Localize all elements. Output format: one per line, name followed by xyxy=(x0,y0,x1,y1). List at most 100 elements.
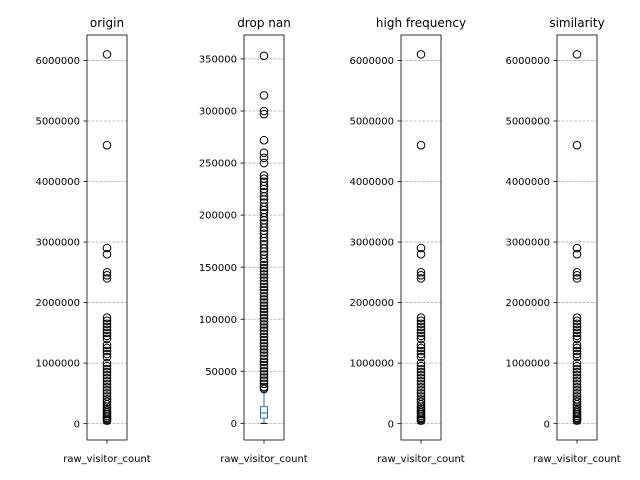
outlier-point xyxy=(572,364,582,374)
outlier-point xyxy=(259,345,269,354)
x-tick-label: raw_visitor_count xyxy=(63,454,151,465)
outlier-point xyxy=(416,340,426,350)
outlier-point xyxy=(259,276,269,286)
subplot-title: high frequency xyxy=(376,16,466,30)
outlier-point xyxy=(259,366,269,376)
outlier-point xyxy=(572,361,582,371)
y-tick-label: 4000000 xyxy=(505,177,550,188)
outlier-point xyxy=(259,260,269,270)
outlier-point xyxy=(259,223,269,232)
y-tick-label: 0 xyxy=(231,419,237,430)
outlier-point xyxy=(259,292,269,301)
y-tick-label: 6000000 xyxy=(505,56,550,67)
outlier-point xyxy=(572,383,582,392)
subplot-3: 0 1000000 2000000 3000000 4000000 5000000 6000… xyxy=(349,16,466,465)
outlier-point xyxy=(102,343,112,353)
outlier-point xyxy=(102,386,112,395)
outlier-point xyxy=(572,397,582,407)
outlier-point xyxy=(102,361,112,371)
outlier-point xyxy=(416,140,426,150)
outlier-point xyxy=(572,322,582,332)
outlier-point xyxy=(416,274,426,283)
y-tick-label: 6000000 xyxy=(349,56,394,67)
outlier-point xyxy=(416,367,426,377)
x-tick-label: raw_visitor_count xyxy=(220,454,308,465)
y-tick-label: 200000 xyxy=(199,211,237,222)
outlier-point xyxy=(572,140,582,150)
subplot-title: drop nan xyxy=(237,16,291,30)
outlier-point xyxy=(259,282,269,292)
outlier-point xyxy=(259,273,269,282)
outlier-point xyxy=(416,380,426,389)
outlier-point xyxy=(259,335,269,345)
outlier-point xyxy=(259,338,269,348)
outlier-point xyxy=(259,181,269,191)
y-tick-label: 0 xyxy=(388,419,394,430)
outlier-point xyxy=(259,307,269,317)
outlier-point xyxy=(416,416,426,425)
outlier-point xyxy=(102,416,112,425)
outlier-point xyxy=(102,364,112,374)
outlier-point xyxy=(259,332,269,342)
outlier-point xyxy=(572,386,582,395)
y-tick-label: 300000 xyxy=(199,107,237,118)
outlier-point xyxy=(259,254,269,264)
outlier-point xyxy=(572,50,582,59)
outlier-point xyxy=(259,382,269,392)
outlier-point xyxy=(259,192,269,201)
outlier-point xyxy=(416,361,426,371)
outlier-point xyxy=(259,348,269,357)
y-tick-label: 4000000 xyxy=(349,177,394,188)
outlier-point xyxy=(102,274,112,283)
outlier-point xyxy=(416,343,426,353)
outlier-point xyxy=(416,334,426,344)
outlier-point xyxy=(259,212,269,222)
outlier-point xyxy=(572,389,582,398)
outlier-point xyxy=(102,380,112,389)
outlier-point xyxy=(102,370,112,380)
outlier-point xyxy=(416,319,426,329)
y-tick-label: 5000000 xyxy=(505,117,550,128)
y-tick-label: 3000000 xyxy=(35,238,80,249)
outlier-point xyxy=(102,334,112,344)
outlier-point xyxy=(102,140,112,150)
subplot-title: similarity xyxy=(549,16,604,30)
outlier-point xyxy=(102,249,112,259)
outlier-point xyxy=(572,380,582,389)
outlier-point xyxy=(572,328,582,338)
outlier-point xyxy=(102,397,112,407)
outlier-point xyxy=(416,364,426,374)
outlier-point xyxy=(572,373,582,383)
outlier-point xyxy=(416,376,426,386)
outlier-point xyxy=(102,346,112,356)
outlier-point xyxy=(259,153,269,163)
outlier-point xyxy=(102,319,112,329)
outlier-point xyxy=(572,346,582,356)
outlier-point xyxy=(259,317,269,326)
outlier-point xyxy=(416,349,426,359)
y-tick-label: 1000000 xyxy=(349,359,394,370)
outlier-point xyxy=(416,316,426,326)
y-tick-label: 4000000 xyxy=(35,177,80,188)
y-tick-label: 2000000 xyxy=(505,298,550,309)
outlier-point xyxy=(416,383,426,392)
y-tick-label: 0 xyxy=(544,419,550,430)
x-tick-label: raw_visitor_count xyxy=(533,454,621,465)
outlier-point xyxy=(259,357,269,367)
outlier-point xyxy=(572,343,582,353)
outlier-point xyxy=(259,263,269,273)
outlier-point xyxy=(259,295,269,304)
outlier-point xyxy=(259,244,269,253)
outlier-point xyxy=(572,271,582,280)
outlier-point xyxy=(416,373,426,383)
outlier-point xyxy=(259,376,269,385)
outlier-point xyxy=(259,310,269,320)
y-tick-label: 2000000 xyxy=(35,298,80,309)
outlier-point xyxy=(259,148,269,157)
outlier-point xyxy=(259,304,269,314)
outlier-point xyxy=(572,367,582,377)
y-tick-label: 0 xyxy=(74,419,80,430)
outlier-point xyxy=(259,351,269,360)
y-tick-label: 1000000 xyxy=(505,359,550,370)
outlier-point xyxy=(102,352,112,362)
